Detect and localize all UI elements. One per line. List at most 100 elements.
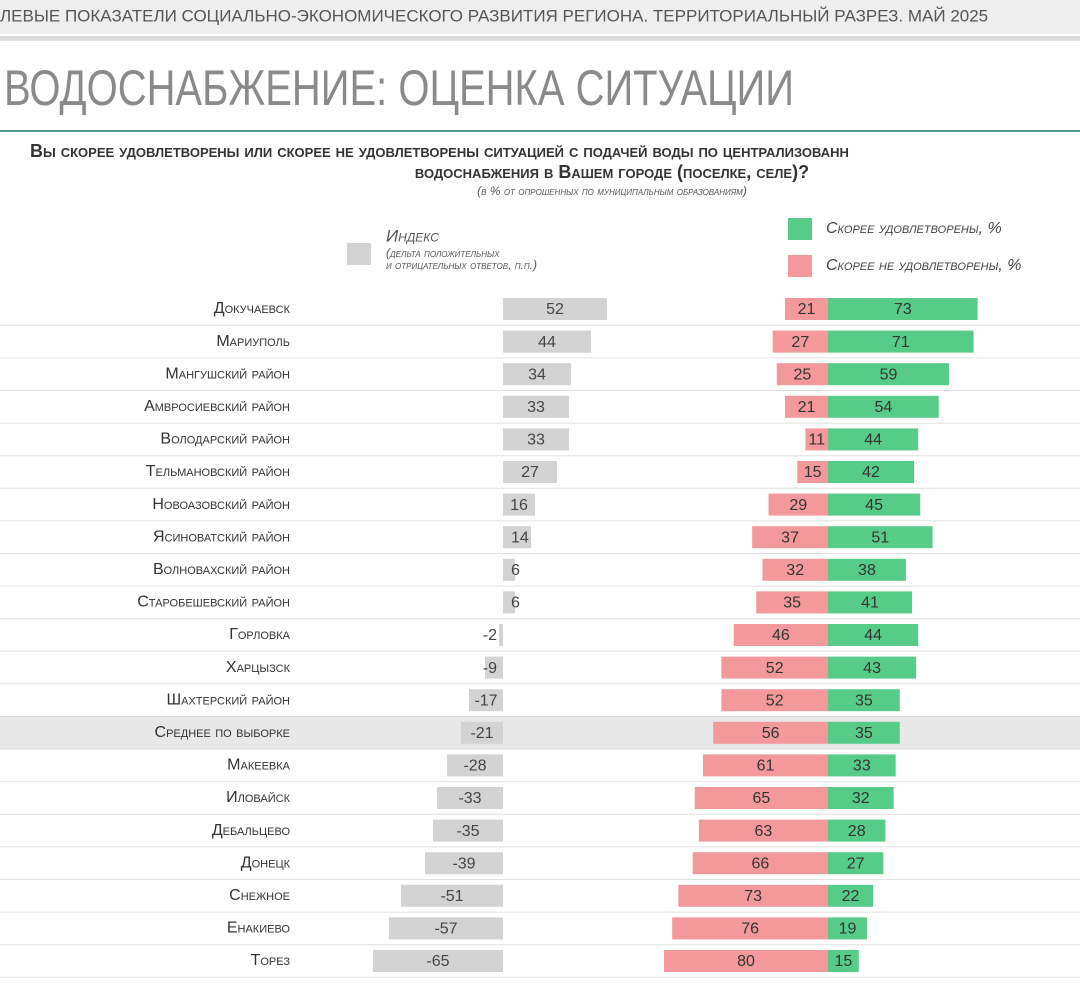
category-label: Иловайск bbox=[226, 789, 290, 806]
index-label: 33 bbox=[527, 432, 545, 449]
share-label: 27 bbox=[791, 334, 809, 351]
legend-swatch bbox=[788, 255, 812, 277]
share-label: 35 bbox=[783, 595, 801, 612]
share-label: 65 bbox=[752, 790, 770, 807]
share-bar bbox=[784, 298, 828, 320]
share-label: 63 bbox=[755, 823, 773, 840]
index-label: -57 bbox=[434, 921, 457, 938]
index-bar bbox=[433, 819, 503, 842]
share-bar bbox=[721, 689, 828, 712]
share-bar bbox=[692, 852, 828, 875]
category-label: Тельмановский район bbox=[146, 463, 290, 480]
index-bar bbox=[469, 689, 503, 712]
share-bar bbox=[756, 591, 828, 614]
index-label: -21 bbox=[470, 725, 493, 742]
header-rule bbox=[0, 36, 1080, 41]
share-label: 33 bbox=[853, 758, 871, 775]
index-bar bbox=[401, 884, 503, 907]
share-bar bbox=[828, 591, 913, 614]
share-label: 21 bbox=[798, 399, 816, 416]
index-label: -2 bbox=[483, 627, 497, 644]
index-label: -39 bbox=[452, 855, 475, 872]
index-bar bbox=[485, 656, 503, 679]
share-bar bbox=[805, 428, 828, 451]
category-label: Донецк bbox=[241, 854, 291, 871]
index-label: -28 bbox=[463, 758, 486, 775]
share-bar bbox=[828, 819, 886, 842]
share-bar bbox=[733, 624, 828, 646]
index-bar bbox=[503, 558, 515, 581]
index-bar bbox=[437, 787, 503, 809]
category-label: Мариуполь bbox=[216, 333, 290, 350]
category-label: Снежное bbox=[229, 887, 290, 904]
index-bar bbox=[499, 624, 503, 646]
share-bar bbox=[698, 819, 828, 842]
share-bar bbox=[828, 656, 917, 679]
share-label: 32 bbox=[852, 790, 870, 807]
legend-note: и отрицательных ответов, п.п.) bbox=[386, 258, 537, 272]
index-bar bbox=[503, 395, 569, 418]
share-label: 32 bbox=[786, 562, 804, 579]
share-label: 73 bbox=[894, 301, 912, 318]
share-label: 52 bbox=[766, 660, 784, 677]
category-label: Макеевка bbox=[227, 757, 290, 774]
legend-label: Индекс bbox=[386, 226, 439, 245]
share-label: 45 bbox=[865, 497, 883, 514]
index-label: -35 bbox=[456, 823, 479, 840]
share-label: 43 bbox=[863, 660, 881, 677]
share-bar bbox=[828, 917, 867, 940]
share-label: 71 bbox=[892, 334, 910, 351]
share-bar bbox=[828, 787, 894, 809]
share-label: 11 bbox=[808, 432, 825, 449]
index-label: -33 bbox=[458, 790, 481, 807]
category-label: Новоазовский район bbox=[152, 496, 290, 513]
index-label: 44 bbox=[538, 334, 556, 351]
share-bar bbox=[702, 754, 828, 777]
header: ЛЕВЫЕ ПОКАЗАТЕЛИ СОЦИАЛЬНО-ЭКОНОМИЧЕСКОГ… bbox=[0, 6, 988, 25]
category-label: Старобешевский район bbox=[137, 594, 290, 611]
share-bar bbox=[678, 884, 828, 907]
index-bar bbox=[447, 754, 503, 777]
category-label: Амвросиевский район bbox=[144, 398, 290, 415]
index-label: 16 bbox=[510, 497, 528, 514]
share-bar bbox=[828, 884, 874, 907]
index-bar bbox=[503, 526, 531, 549]
category-label: Володарский район bbox=[160, 431, 290, 448]
category-label: Дебальцево bbox=[212, 822, 291, 839]
share-label: 56 bbox=[762, 725, 780, 742]
share-label: 51 bbox=[871, 529, 889, 546]
share-label: 44 bbox=[864, 627, 882, 644]
share-bar bbox=[672, 917, 828, 940]
index-bar bbox=[503, 363, 571, 386]
legend-label: Скорее не удовлетворены, % bbox=[826, 257, 1021, 274]
share-label: 61 bbox=[757, 758, 775, 775]
share-bar bbox=[828, 624, 919, 646]
share-label: 29 bbox=[789, 497, 807, 514]
share-bar bbox=[721, 656, 828, 679]
share-label: 44 bbox=[864, 432, 882, 449]
category-label: Волновахский район bbox=[153, 561, 290, 578]
index-bar bbox=[373, 950, 503, 972]
share-bar bbox=[776, 363, 828, 386]
index-label: 6 bbox=[511, 562, 520, 579]
share-bar bbox=[828, 558, 906, 581]
share-label: 37 bbox=[781, 529, 799, 546]
share-bar bbox=[828, 330, 974, 353]
index-bar bbox=[503, 461, 557, 483]
index-label: 52 bbox=[546, 301, 564, 318]
share-bar bbox=[828, 852, 884, 875]
share-bar bbox=[797, 461, 828, 483]
share-label: 35 bbox=[855, 692, 873, 709]
chart-title: ВОДОСНАБЖЕНИЕ: ОЦЕНКА СИТУАЦИИ bbox=[4, 60, 794, 116]
share-bar bbox=[828, 428, 919, 451]
share-bar bbox=[828, 461, 915, 483]
share-label: 28 bbox=[848, 823, 866, 840]
share-label: 46 bbox=[772, 627, 790, 644]
share-label: 38 bbox=[858, 562, 876, 579]
legend-swatch bbox=[347, 243, 371, 265]
category-label: Енакиево bbox=[227, 920, 291, 937]
share-label: 52 bbox=[766, 692, 784, 709]
share-label: 54 bbox=[874, 399, 892, 416]
index-label: 33 bbox=[527, 399, 545, 416]
share-label: 25 bbox=[793, 366, 811, 383]
